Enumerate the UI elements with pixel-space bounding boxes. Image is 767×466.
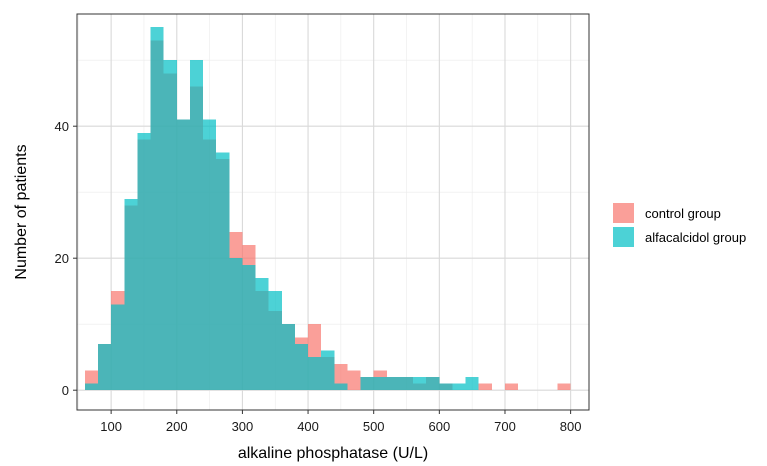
bar-alfacalcidol-group [255,278,269,391]
bar-control-group [504,383,519,391]
legend-swatch-control-group [613,203,634,223]
bar-alfacalcidol-group [413,377,427,391]
bar-control-group [478,383,492,391]
bar-alfacalcidol-group [229,258,243,391]
bar-alfacalcidol-group [452,383,466,391]
y-axis-title: Number of patients [13,144,30,279]
bar-alfacalcidol-group [321,350,335,391]
x-tick-label: 100 [100,419,122,434]
bar-alfacalcidol-group [242,264,256,391]
x-tick-label: 400 [297,419,319,434]
y-tick-label: 20 [55,251,69,266]
bar-alfacalcidol-group [360,377,374,391]
legend-label-alfacalcidol-group: alfacalcidol group [645,230,746,245]
bar-alfacalcidol-group [150,27,164,391]
bar-alfacalcidol-group [399,377,414,391]
legend-label-control-group: control group [645,206,721,221]
x-tick-label: 300 [232,419,254,434]
bar-alfacalcidol-group [163,60,177,391]
bar-alfacalcidol-group [334,383,348,391]
bar-alfacalcidol-group [294,344,309,391]
bar-alfacalcidol-group [137,132,151,391]
x-tick-label: 600 [428,419,450,434]
x-tick-label: 200 [166,419,188,434]
bar-alfacalcidol-group [268,291,282,391]
bar-alfacalcidol-group [439,383,453,391]
y-axis-ticks: 0 20 40 [55,119,77,398]
bar-control-group [347,370,361,391]
y-tick-label: 40 [55,119,69,134]
bar-alfacalcidol-group [176,119,190,391]
x-tick-label: 500 [363,419,385,434]
legend: control group alfacalcidol group [613,203,746,247]
alfacalcidol-group-bars [84,27,479,391]
bar-alfacalcidol-group [426,377,440,391]
x-axis-ticks: 100 200 300 400 500 600 700 800 [100,410,581,434]
bar-alfacalcidol-group [111,304,125,391]
x-tick-label: 800 [560,419,582,434]
bar-alfacalcidol-group [281,324,295,391]
bar-control-group [334,363,348,391]
bar-alfacalcidol-group [98,344,112,391]
x-axis-title: alkaline phosphatase (U/L) [238,445,428,462]
bar-alfacalcidol-group [189,60,204,391]
legend-swatch-alfacalcidol-group [613,227,634,247]
plot-border [76,13,590,411]
bar-alfacalcidol-group [386,377,400,391]
bar-control-group [557,383,571,391]
bar-alfacalcidol-group [84,383,99,391]
y-tick-label: 0 [62,383,69,398]
bar-alfacalcidol-group [216,152,230,391]
bar-alfacalcidol-group [465,377,479,391]
bar-alfacalcidol-group [203,119,217,391]
bar-alfacalcidol-group [373,377,387,391]
x-tick-label: 700 [494,419,516,434]
bar-alfacalcidol-group [308,357,322,391]
bar-alfacalcidol-group [124,198,138,391]
